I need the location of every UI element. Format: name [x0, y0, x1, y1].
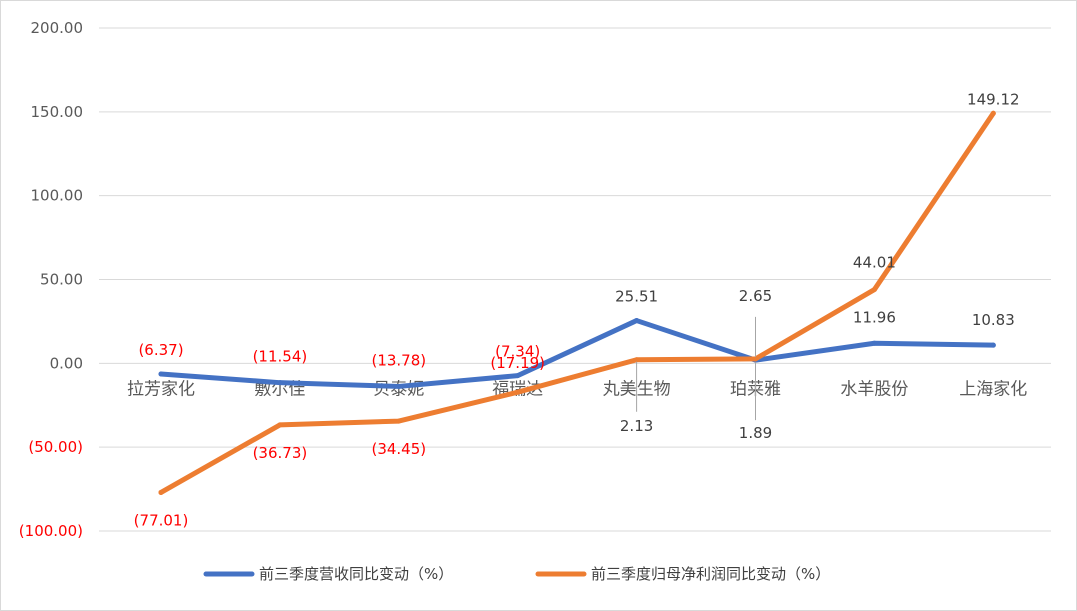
gridlines	[99, 27, 1051, 532]
data-label: (36.73)	[253, 444, 308, 462]
data-point	[277, 380, 283, 386]
data-label: (17.19)	[490, 354, 545, 372]
data-label: (6.37)	[138, 341, 183, 359]
y-tick-label: 200.00	[31, 19, 84, 37]
data-label: 25.51	[615, 288, 658, 306]
y-tick-label: 50.00	[40, 271, 83, 289]
data-point	[158, 371, 164, 377]
data-label: 44.01	[853, 254, 896, 272]
data-point	[990, 110, 996, 116]
label-leader-lines	[636, 316, 756, 421]
series-line-2	[158, 110, 996, 495]
data-point	[990, 342, 996, 348]
y-axis-tick-labels: 200.00 150.00 100.00 50.00 0.00 (50.00) (100.0…	[19, 19, 83, 540]
y-tick-label: 150.00	[31, 103, 84, 121]
data-label: 2.65	[739, 287, 772, 305]
data-point	[158, 489, 164, 495]
y-tick-label: (100.00)	[19, 522, 83, 540]
series-lines	[158, 110, 996, 495]
data-point	[515, 373, 521, 379]
data-point	[277, 422, 283, 428]
x-category-label: 水羊股份	[840, 379, 908, 399]
y-tick-label: 100.00	[31, 187, 84, 205]
data-point	[871, 287, 877, 293]
data-label: 2.13	[620, 417, 653, 435]
data-point	[634, 318, 640, 324]
data-label: 11.96	[853, 308, 896, 326]
legend: 前三季度营收同比变动（%） 前三季度归母净利润同比变动（%）	[203, 565, 830, 583]
data-point	[515, 389, 521, 395]
data-label: (77.01)	[134, 511, 189, 529]
x-category-label: 拉芳家化	[127, 379, 195, 399]
data-label: 149.12	[967, 90, 1020, 108]
data-point	[396, 383, 402, 389]
x-category-label: 上海家化	[959, 379, 1027, 399]
data-label: (11.54)	[253, 348, 308, 366]
data-label: 1.89	[739, 424, 772, 442]
data-label: 10.83	[972, 311, 1015, 329]
y-tick-label: (50.00)	[28, 438, 83, 456]
data-label: (13.78)	[371, 351, 426, 369]
data-point	[396, 418, 402, 424]
data-label: (34.45)	[371, 440, 426, 458]
data-point	[753, 356, 758, 362]
legend-label: 前三季度营收同比变动（%）	[259, 565, 453, 583]
data-label: (7.34)	[495, 343, 540, 361]
data-point	[634, 357, 640, 363]
y-tick-label: 0.00	[50, 354, 83, 372]
data-labels: (6.37) (11.54) (13.78) (7.34) 25.51 1.89 11.96…	[134, 90, 1020, 529]
data-point	[871, 340, 877, 346]
series-line-1	[158, 318, 996, 389]
legend-label: 前三季度归母净利润同比变动（%）	[591, 565, 830, 583]
